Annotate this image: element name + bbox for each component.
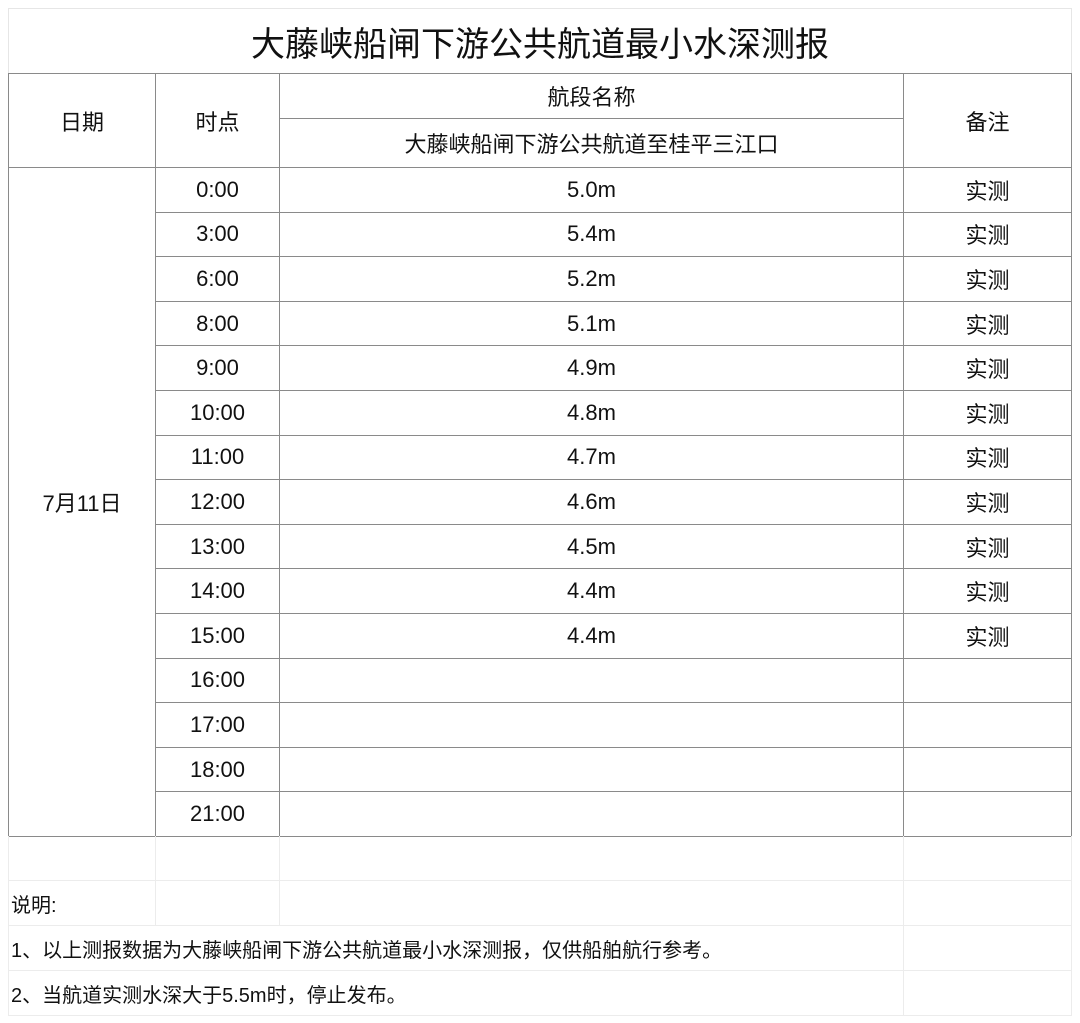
header-date: 日期 (8, 73, 156, 168)
time-cell: 10:00 (155, 389, 280, 436)
header-segment-label: 航段名称 (279, 73, 904, 119)
header-segment-name: 大藤峡船闸下游公共航道至桂平三江口 (279, 118, 904, 168)
table-row: 15:00 4.4m 实测 (9, 612, 1072, 659)
table-row: 16:00 (9, 657, 1072, 704)
table-row: 21:00 (9, 791, 1072, 837)
notes-heading: 说明: (8, 880, 156, 926)
time-cell: 11:00 (155, 434, 280, 481)
blank-cell (903, 925, 1072, 971)
time-cell: 12:00 (155, 479, 280, 525)
table-row: 12:00 4.6m 实测 (9, 479, 1072, 525)
time-cell: 8:00 (155, 300, 280, 347)
remark-cell: 实测 (903, 256, 1072, 302)
table-row: 3:00 5.4m 实测 (9, 211, 1072, 258)
table-row: 10:00 4.8m 实测 (9, 389, 1072, 436)
time-cell: 13:00 (155, 523, 280, 570)
depth-cell (279, 702, 904, 748)
page-title: 大藤峡船闸下游公共航道最小水深测报 (8, 8, 1072, 73)
remark-cell: 实测 (903, 523, 1072, 570)
remark-cell: 实测 (903, 300, 1072, 347)
table-row: 17:00 (9, 702, 1072, 748)
time-cell: 3:00 (155, 211, 280, 258)
remark-cell (903, 746, 1072, 793)
header-remark: 备注 (903, 73, 1072, 168)
blank-cell (279, 880, 904, 926)
table-row: 18:00 (9, 746, 1072, 793)
remark-cell: 实测 (903, 479, 1072, 525)
table-row: 7月11日 0:00 5.0m 实测 (8, 167, 1072, 837)
depth-cell: 4.4m (279, 568, 904, 614)
depth-cell (279, 657, 904, 704)
date-cell: 7月11日 (8, 167, 156, 837)
table-row: 14:00 4.4m 实测 (9, 568, 1072, 614)
note-item: 1、以上测报数据为大藤峡船闸下游公共航道最小水深测报，仅供船舶航行参考。 (8, 925, 904, 971)
notes-table: 说明: 1、以上测报数据为大藤峡船闸下游公共航道最小水深测报，仅供船舶航行参考。… (8, 836, 1072, 1016)
remark-cell: 实测 (903, 345, 1072, 391)
depth-cell: 4.8m (279, 389, 904, 436)
blank-cell (155, 836, 280, 881)
time-cell: 16:00 (155, 657, 280, 704)
blank-cell (903, 970, 1072, 1016)
blank-cell (8, 836, 156, 881)
remark-cell (903, 702, 1072, 748)
depth-cell: 4.4m (279, 612, 904, 659)
table-row: 9:00 4.9m 实测 (9, 345, 1072, 391)
blank-cell (279, 836, 904, 881)
depth-cell: 4.9m (279, 345, 904, 391)
remark-cell: 实测 (903, 167, 1072, 213)
depth-cell (279, 746, 904, 793)
depth-cell: 4.5m (279, 523, 904, 570)
remark-cell: 实测 (903, 568, 1072, 614)
blank-cell (155, 880, 280, 926)
time-cell: 21:00 (155, 791, 280, 837)
time-cell: 0:00 (155, 167, 280, 213)
depth-cell: 5.1m (279, 300, 904, 347)
remark-cell: 实测 (903, 389, 1072, 436)
time-cell: 14:00 (155, 568, 280, 614)
table-row: 6:00 5.2m 实测 (9, 256, 1072, 302)
table-row: 8:00 5.1m 实测 (9, 300, 1072, 347)
depth-cell: 5.2m (279, 256, 904, 302)
time-cell: 18:00 (155, 746, 280, 793)
table-row: 13:00 4.5m 实测 (9, 523, 1072, 570)
depth-cell: 4.7m (279, 434, 904, 481)
title-table: 大藤峡船闸下游公共航道最小水深测报 (8, 8, 1072, 73)
time-cell: 17:00 (155, 702, 280, 748)
header-time: 时点 (155, 73, 280, 168)
remark-cell: 实测 (903, 612, 1072, 659)
time-cell: 15:00 (155, 612, 280, 659)
remark-cell (903, 657, 1072, 704)
depth-cell (279, 791, 904, 837)
remark-cell: 实测 (903, 434, 1072, 481)
depth-cell: 5.0m (279, 167, 904, 213)
remark-cell: 实测 (903, 211, 1072, 258)
depth-report-table: 日期 时点 航段名称 备注 大藤峡船闸下游公共航道至桂平三江口 7月11日 0:0… (8, 73, 1072, 837)
blank-cell (903, 836, 1072, 881)
table-row: 11:00 4.7m 实测 (9, 434, 1072, 481)
note-item: 2、当航道实测水深大于5.5m时，停止发布。 (8, 970, 904, 1016)
remark-cell (903, 791, 1072, 837)
depth-cell: 5.4m (279, 211, 904, 258)
depth-cell: 4.6m (279, 479, 904, 525)
blank-cell (903, 880, 1072, 926)
time-cell: 9:00 (155, 345, 280, 391)
time-cell: 6:00 (155, 256, 280, 302)
